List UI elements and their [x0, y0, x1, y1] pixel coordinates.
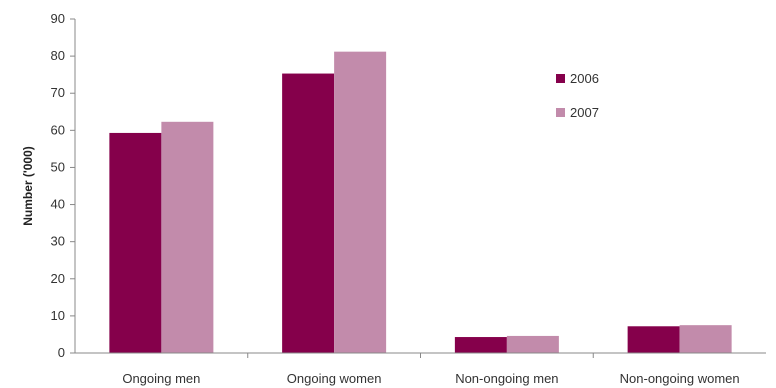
bar-2007-0	[161, 121, 214, 353]
x-axis: Ongoing men Ongoing women Non-ongoing men N…	[75, 352, 766, 386]
x-tick-label: Ongoing men	[122, 371, 200, 386]
y-tick-label: 20	[51, 271, 65, 286]
x-tick-label: Ongoing women	[287, 371, 382, 386]
bar-2006-2	[454, 337, 507, 353]
x-tick-label: Non-ongoing men	[455, 371, 558, 386]
y-tick-label: 0	[58, 345, 65, 360]
y-tick-label: 50	[51, 159, 65, 174]
bars	[109, 51, 732, 353]
y-tick-label: 90	[51, 11, 65, 26]
x-tick-label: Non-ongoing women	[620, 371, 740, 386]
y-tick-label: 30	[51, 234, 65, 249]
y-axis: 0 10 20 30 40 50 60 70 80 90	[51, 11, 76, 360]
bar-2006-3	[627, 326, 680, 353]
legend: 2006 2007	[556, 71, 599, 120]
legend-swatch-2006	[556, 74, 565, 83]
legend-swatch-2007	[556, 108, 565, 117]
y-tick-label: 40	[51, 197, 65, 212]
legend-label-2006: 2006	[570, 71, 599, 86]
bar-2007-3	[679, 325, 732, 353]
y-tick-label: 60	[51, 122, 65, 137]
y-tick-label: 80	[51, 48, 65, 63]
y-tick-label: 10	[51, 308, 65, 323]
bar-2006-0	[109, 132, 162, 353]
y-tick-label: 70	[51, 85, 65, 100]
bar-2007-2	[506, 335, 559, 353]
legend-label-2007: 2007	[570, 105, 599, 120]
bar-2006-1	[282, 73, 335, 353]
y-axis-label: Number ('000)	[21, 146, 35, 226]
bar-2007-1	[334, 51, 387, 353]
